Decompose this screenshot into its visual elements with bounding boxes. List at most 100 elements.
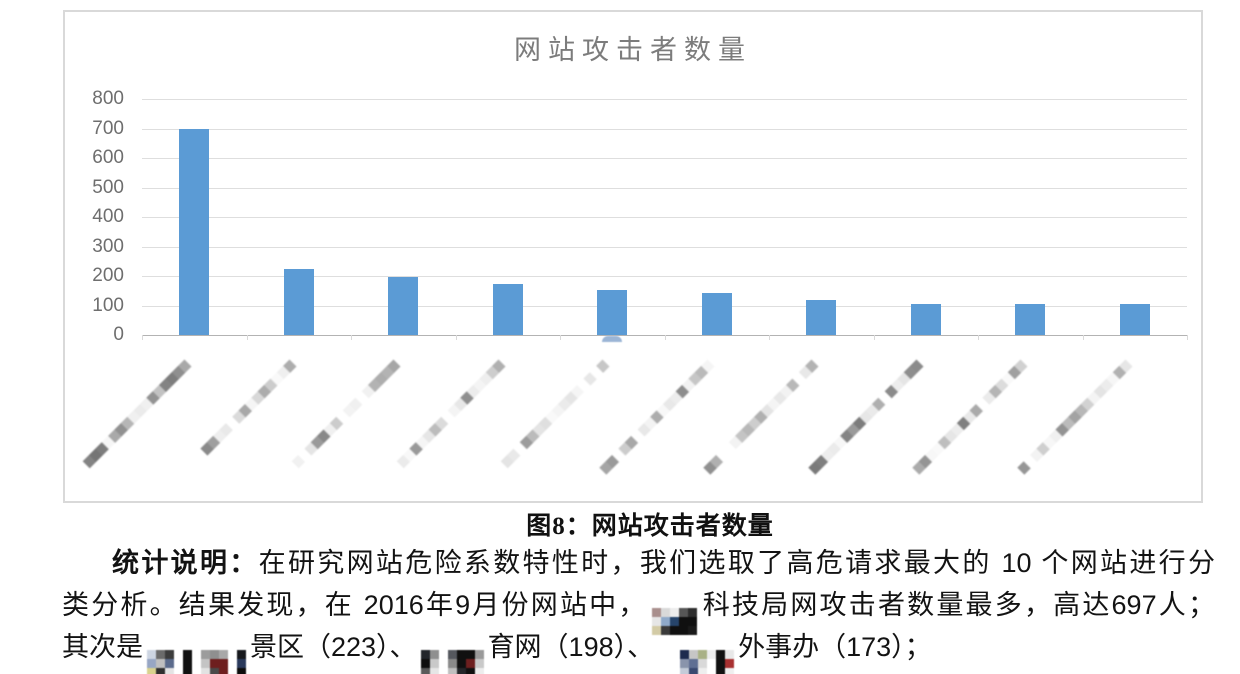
redacted-pixel [698, 650, 708, 659]
redacted-pixel [210, 659, 219, 668]
redacted-pixel [156, 668, 165, 674]
figure-caption: 图8：网站攻击者数量 [526, 513, 774, 540]
redacted-pixel [725, 668, 735, 674]
redacted-pixel [192, 659, 201, 668]
x-axis-label-redacted [808, 359, 924, 475]
redacted-pixel [680, 650, 690, 659]
redacted-pixel [183, 668, 192, 674]
redacted-pixel [237, 659, 246, 668]
gridline [142, 187, 1187, 189]
redacted-pixel [447, 668, 457, 674]
redacted-pixel [147, 659, 156, 668]
redacted-pixel [420, 659, 430, 668]
partial-bar-artifact [602, 336, 623, 342]
y-axis-tick-label: 500 [92, 176, 124, 198]
redacted-pixel [678, 608, 688, 617]
redacted-pixel [420, 668, 430, 674]
x-axis-label-redacted [82, 359, 192, 469]
body-text: 其次是 [62, 632, 143, 662]
bar [910, 303, 941, 335]
redacted-pixel [474, 659, 484, 668]
redacted-pixel [429, 668, 439, 674]
bar [283, 269, 314, 335]
redacted-pixel [174, 668, 183, 674]
axis-tick [873, 335, 875, 340]
redacted-pixel [228, 668, 237, 674]
redacted-pixel [456, 668, 466, 674]
redacted-pixel [651, 626, 661, 635]
redacted-pixel [192, 650, 201, 659]
redacted-pixel [716, 650, 726, 659]
bar [388, 276, 419, 335]
gridline [142, 158, 1187, 159]
redacted-pixel [192, 668, 201, 674]
x-axis-label-redacted [703, 359, 819, 475]
y-axis-tick-label: 100 [92, 294, 124, 316]
redacted-pixel [689, 650, 699, 659]
y-axis-tick-label: 300 [92, 235, 124, 257]
redacted-pixel [689, 659, 699, 668]
gridline [142, 246, 1187, 248]
y-axis-tick-label: 400 [92, 206, 124, 227]
redacted-pixel [219, 659, 228, 668]
axis-tick [664, 335, 666, 340]
redacted-text-block [680, 650, 735, 674]
body-text: 类分析。结果发现，在 2016年9月份网站中， [62, 590, 648, 620]
redacted-pixel [660, 608, 670, 617]
redacted-pixel [725, 650, 735, 659]
redacted-pixel [228, 650, 237, 659]
redacted-pixel [698, 659, 708, 668]
redacted-pixel [165, 650, 174, 659]
bar [179, 129, 210, 335]
axis-tick [560, 335, 561, 340]
stats-note-label: 统计说明： [112, 548, 259, 578]
redacted-pixel [660, 626, 670, 635]
y-axis-tick-label: 700 [92, 117, 124, 139]
redacted-pixel [651, 608, 661, 617]
redacted-pixel [429, 659, 439, 668]
gridline [142, 276, 1187, 277]
x-axis-label-redacted [500, 359, 610, 469]
plot-area: 800 700 600 500 400 300 200 100 0 [65, 12, 1201, 501]
bar [597, 290, 628, 335]
redacted-pixel [687, 626, 697, 635]
redacted-pixel [465, 668, 475, 674]
redacted-pixel [210, 650, 219, 659]
axis-tick [455, 335, 457, 340]
bar [1119, 304, 1150, 335]
redacted-text-block [420, 650, 484, 674]
redacted-pixel [219, 668, 228, 674]
redacted-pixel [707, 659, 717, 668]
bar [701, 292, 732, 335]
y-axis-tick-label: 600 [92, 147, 124, 168]
redacted-pixel [219, 650, 228, 659]
gridline [142, 99, 1187, 100]
redacted-pixel [210, 668, 219, 674]
redacted-pixel [456, 659, 466, 668]
gridline [142, 128, 1187, 130]
x-axis-label-redacted [396, 359, 506, 469]
redacted-pixel [465, 659, 475, 668]
attack-count-chart: 网站攻击者数量 800 700 600 500 400 300 200 100 0 [63, 10, 1203, 503]
redacted-pixel [456, 650, 466, 659]
redacted-pixel [689, 668, 699, 674]
redacted-pixel [147, 668, 156, 674]
redacted-pixel [474, 668, 484, 674]
redacted-pixel [429, 650, 439, 659]
x-axis-label-redacted [912, 359, 1028, 475]
body-text: 外事办（173）； [738, 632, 932, 662]
redacted-pixel [165, 659, 174, 668]
redacted-pixel [669, 617, 679, 626]
chart-title: 网站攻击者数量 [514, 35, 752, 65]
redacted-pixel [474, 650, 484, 659]
redacted-pixel [183, 650, 192, 659]
gridline [142, 217, 1187, 218]
stats-paragraph: 统计说明：在研究网站危险系数特性时，我们选取了高危请求最大的 10 个网站进行分… [62, 542, 1215, 674]
axis-tick [1187, 335, 1188, 340]
redacted-pixel [147, 650, 156, 659]
redacted-pixel [438, 650, 448, 659]
y-axis-tick-label: 800 [92, 88, 124, 109]
body-text: 科技局网攻击者数量最多，高达697人； [700, 590, 1215, 620]
redacted-pixel [698, 668, 708, 674]
